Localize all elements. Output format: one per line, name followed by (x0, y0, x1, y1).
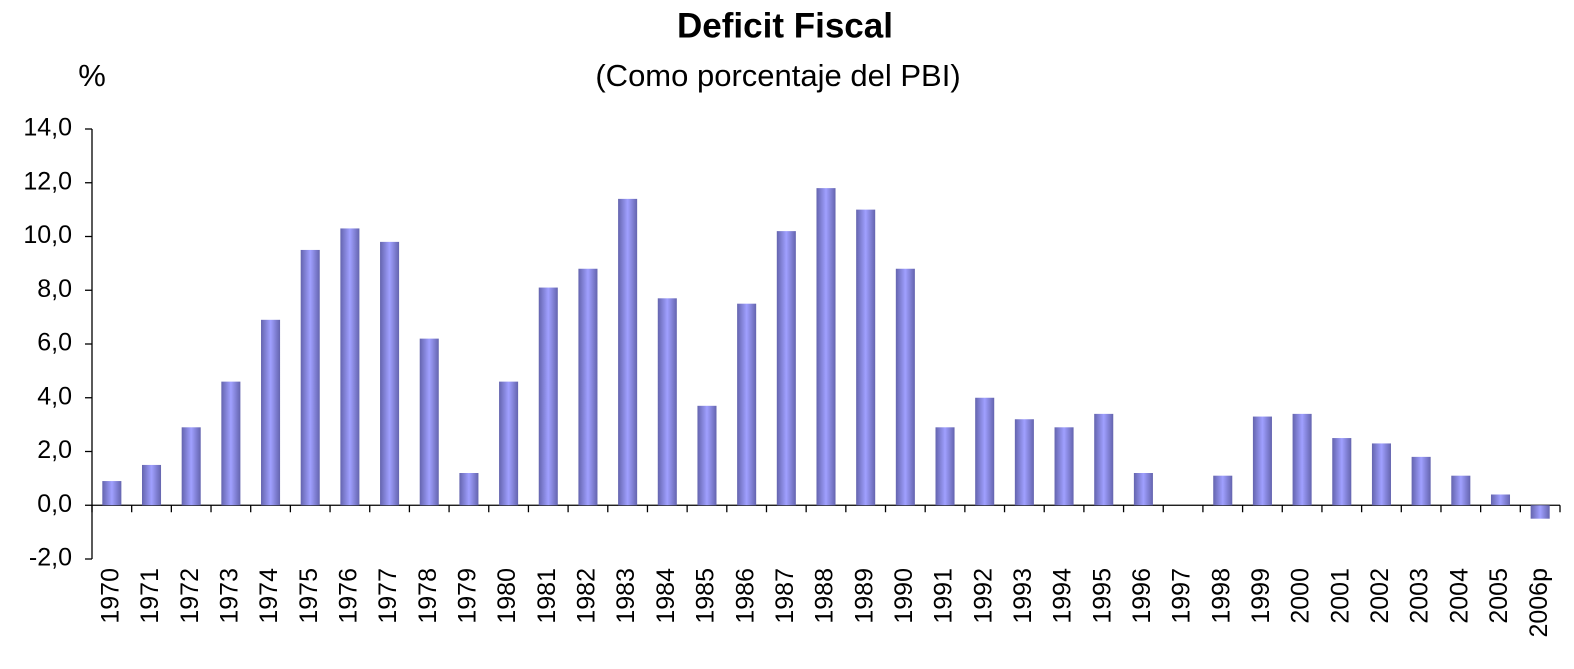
x-tick-label: 1973 (215, 568, 243, 624)
bar (578, 268, 598, 506)
bar (1094, 413, 1114, 506)
chart-subtitle: (Como porcentaje del PBI) (595, 58, 960, 93)
bar (935, 427, 955, 506)
x-tick-label: 1981 (533, 568, 561, 624)
x-tick-label: 2005 (1485, 568, 1513, 624)
y-axis-label: % (78, 58, 106, 93)
bar (975, 397, 995, 506)
y-tick-label: 6,0 (37, 329, 72, 357)
y-tick-label: -2,0 (29, 544, 72, 572)
x-tick-label: 2004 (1445, 568, 1473, 624)
bar (340, 228, 360, 506)
y-tick-label: 10,0 (23, 221, 72, 249)
x-tick-label: 1977 (374, 568, 402, 624)
bar (1133, 473, 1153, 506)
x-tick-label: 1994 (1049, 568, 1077, 624)
y-tick-label: 8,0 (37, 275, 72, 303)
x-tick-label: 1991 (930, 568, 958, 624)
bar (300, 249, 320, 506)
y-tick-label: 12,0 (23, 167, 72, 195)
x-tick-label: 1993 (1009, 568, 1037, 624)
x-tick-label: 1971 (136, 568, 164, 624)
x-tick-label: 1970 (96, 568, 124, 624)
x-tick-label: 1986 (731, 568, 759, 624)
x-tick-label: 1974 (255, 568, 283, 624)
x-tick-label: 1983 (612, 568, 640, 624)
bar (1490, 494, 1511, 506)
y-tick-label: 14,0 (23, 114, 72, 142)
bar (618, 198, 638, 506)
x-tick-label: 2000 (1287, 568, 1315, 624)
x-tick-label: 1996 (1128, 568, 1156, 624)
y-tick-label: 4,0 (37, 382, 72, 410)
x-tick-label: 1987 (771, 568, 799, 624)
bar (181, 427, 201, 506)
x-tick-label: 1999 (1247, 568, 1275, 624)
bar (1014, 419, 1034, 506)
x-tick-label: 1975 (295, 568, 323, 624)
bar (737, 303, 757, 506)
bar (697, 405, 717, 506)
x-tick-label: 1997 (1168, 568, 1196, 624)
bar (1252, 416, 1272, 506)
x-tick-label: 1972 (176, 568, 204, 624)
bar (1530, 505, 1550, 519)
x-tick-label: 1976 (335, 568, 363, 624)
bar (856, 209, 876, 506)
bar (1411, 456, 1431, 506)
bar (459, 473, 479, 506)
x-tick-label: 1988 (811, 568, 839, 624)
bar (221, 381, 241, 506)
x-tick-label: 2003 (1406, 568, 1434, 624)
x-tick-label: 1978 (414, 568, 442, 624)
y-tick-label: 0,0 (37, 490, 72, 518)
bar (419, 338, 439, 506)
x-tick-label: 1989 (850, 568, 878, 624)
bar (499, 381, 519, 506)
y-tick-label: 2,0 (37, 436, 72, 464)
bar (1371, 443, 1391, 506)
bar (657, 298, 677, 506)
x-tick-label: 1979 (454, 568, 482, 624)
x-tick-label: 1980 (493, 568, 521, 624)
x-tick-label: 1982 (573, 568, 601, 624)
x-tick-label: 2002 (1366, 568, 1394, 624)
bar (538, 287, 558, 506)
bar (261, 319, 281, 506)
x-tick-label: 1984 (652, 568, 680, 624)
bar (776, 231, 796, 506)
bar (1054, 427, 1074, 506)
x-tick-label: 1998 (1207, 568, 1235, 624)
x-tick-label: 2001 (1326, 568, 1354, 624)
bar (141, 464, 162, 506)
x-tick-label: 1985 (692, 568, 720, 624)
bar (816, 188, 836, 506)
bar (380, 241, 400, 506)
bar (1451, 475, 1471, 506)
bar (1332, 438, 1352, 506)
x-tick-label: 1995 (1088, 568, 1116, 624)
bar (1213, 475, 1233, 506)
chart-title: Deficit Fiscal (677, 6, 893, 45)
bar (1292, 413, 1312, 506)
bar (895, 268, 915, 506)
x-tick-label: 2006p (1525, 568, 1553, 638)
x-tick-label: 1990 (890, 568, 918, 624)
bar (102, 481, 122, 506)
x-tick-label: 1992 (969, 568, 997, 624)
